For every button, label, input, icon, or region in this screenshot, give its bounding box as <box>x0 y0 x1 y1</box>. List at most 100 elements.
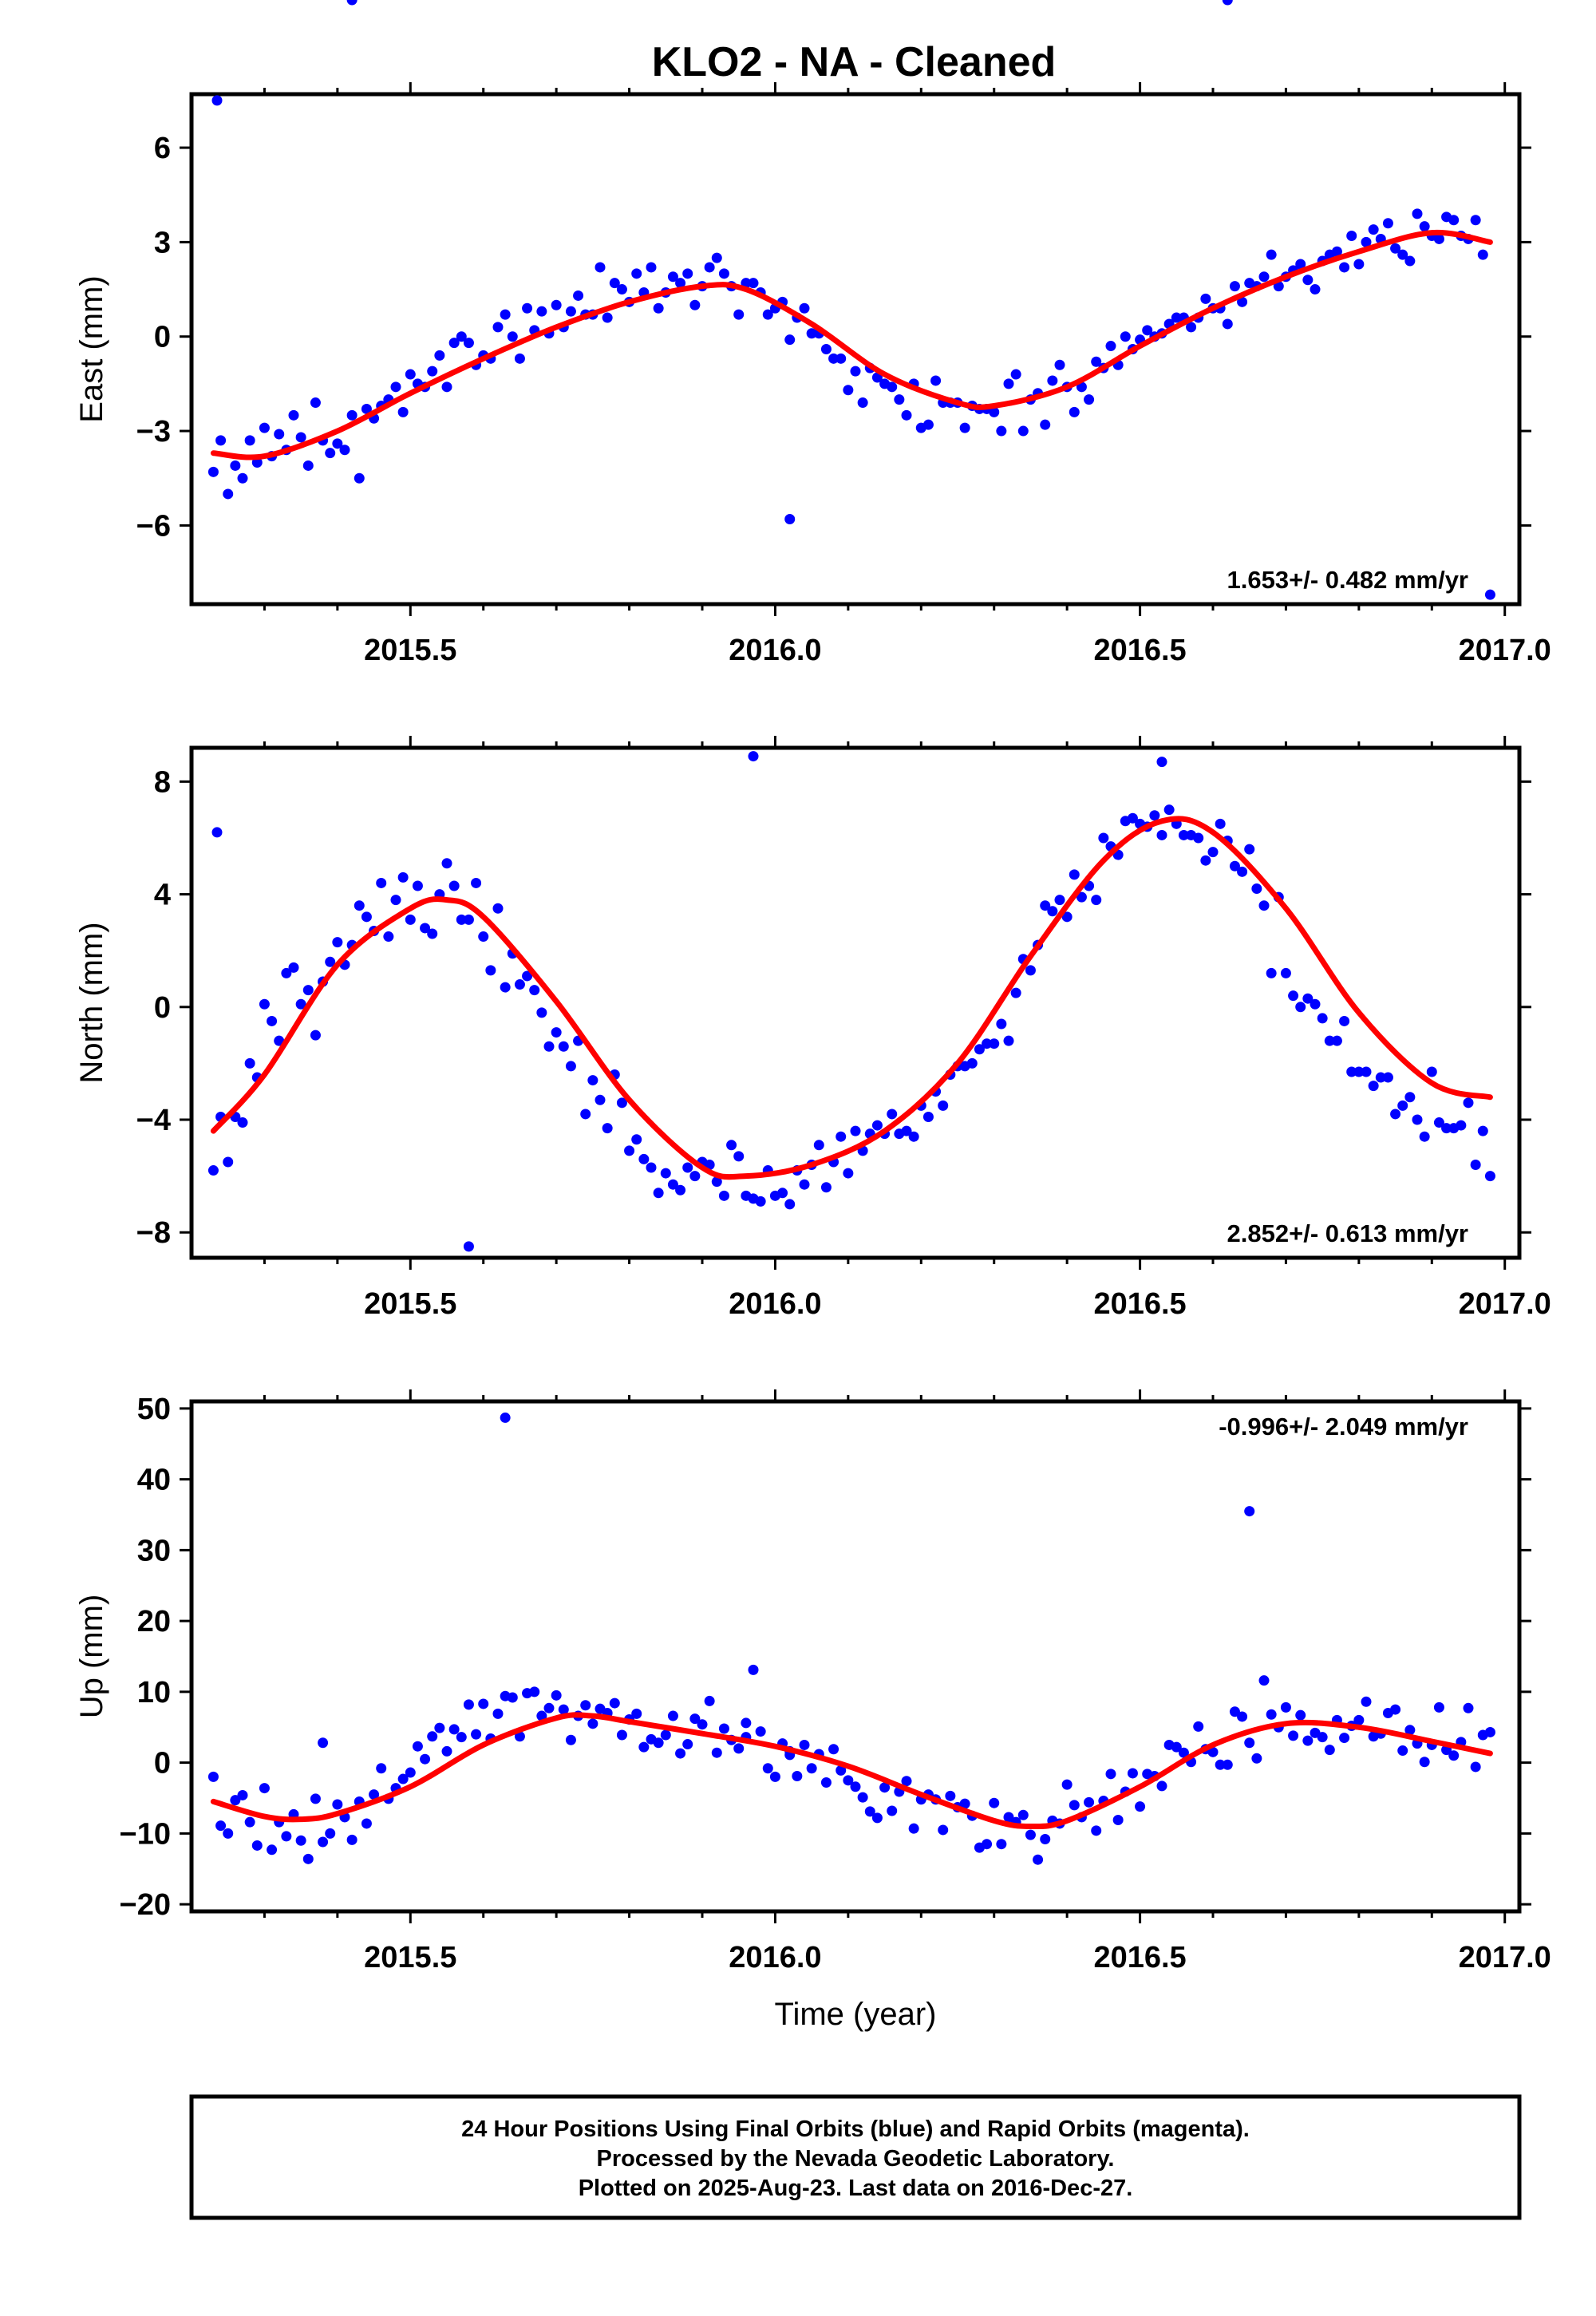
east-data-point <box>689 299 701 310</box>
east-data-point <box>427 366 438 377</box>
up-data-point <box>1419 1757 1430 1768</box>
north-data-point <box>755 1196 766 1207</box>
east-data-point <box>930 375 942 386</box>
east-data-point <box>1470 215 1481 226</box>
north-data-point <box>1375 1072 1386 1083</box>
east-data-point <box>310 397 321 409</box>
east-data-point <box>843 385 854 396</box>
north-data-point <box>1397 1100 1408 1111</box>
up-y-tick-label: 40 <box>137 1464 171 1497</box>
up-data-point <box>1156 1780 1167 1792</box>
east-data-point <box>325 448 336 459</box>
east-data-point <box>346 409 358 421</box>
north-data-point <box>1463 1097 1474 1109</box>
up-data-point <box>616 1729 627 1741</box>
north-data-point <box>1426 1066 1437 1077</box>
up-data-point <box>1171 1741 1182 1753</box>
east-data-point <box>361 403 372 414</box>
up-data-point <box>405 1767 416 1778</box>
north-data-point <box>1244 844 1255 855</box>
north-data-point <box>602 1123 613 1134</box>
up-data-point <box>1448 1750 1460 1761</box>
east-data-point <box>799 302 810 314</box>
east-data-point <box>573 290 584 301</box>
up-data-point <box>828 1744 839 1755</box>
north-data-point <box>989 1038 1000 1049</box>
east-data-point <box>1390 243 1401 254</box>
east-data-point <box>1331 246 1342 257</box>
east-data-point <box>1040 419 1051 430</box>
north-plot-frame <box>189 745 1522 1260</box>
up-data-point <box>1229 1706 1240 1717</box>
east-data-point <box>1346 231 1357 241</box>
up-data-point <box>638 1741 650 1753</box>
east-panel: 2015.5 2016.0 2016.5 2017.0 −6 −3 0 3 6 East (mm)… <box>74 0 1551 667</box>
north-data-point <box>1237 866 1248 877</box>
north-data-point <box>850 1125 861 1136</box>
east-data-point <box>850 366 861 377</box>
east-data-point <box>215 435 227 446</box>
east-data-point <box>441 381 452 393</box>
north-data-point <box>1331 1035 1342 1046</box>
up-fit-curve <box>210 1712 1493 1830</box>
up-data-point <box>1207 1746 1219 1757</box>
up-data-point <box>1288 1730 1299 1741</box>
north-data-point <box>1346 1066 1357 1077</box>
north-data-point <box>1193 832 1204 844</box>
up-data-point <box>982 1839 993 1850</box>
north-data-point <box>675 1184 686 1196</box>
north-data-point <box>726 1140 737 1151</box>
east-data-point <box>1222 318 1233 330</box>
east-data-point <box>996 425 1007 437</box>
north-data-point <box>1419 1131 1430 1142</box>
east-x-tick-label: 2016.5 <box>1093 634 1186 667</box>
east-data-point <box>1003 378 1014 389</box>
east-data-point <box>959 422 970 433</box>
up-data-point <box>660 1729 671 1741</box>
north-data-point <box>427 928 438 939</box>
up-data-point <box>397 1773 409 1784</box>
up-data-point <box>938 1824 949 1836</box>
up-y-tick-label: 0 <box>154 1747 171 1780</box>
up-plot-frame <box>189 1399 1522 1914</box>
east-y-tick-label: 6 <box>154 132 171 165</box>
up-y-tick-label: 50 <box>137 1393 171 1426</box>
up-data-point <box>376 1763 387 1774</box>
north-data-point <box>1010 987 1021 998</box>
north-y-tick-label: 8 <box>154 765 171 799</box>
up-data-point <box>631 1708 642 1719</box>
east-data-point <box>207 466 219 477</box>
north-data-point <box>456 914 467 925</box>
north-data-point <box>1295 1002 1306 1013</box>
up-data-point <box>543 1702 555 1713</box>
north-data-point <box>718 1190 729 1201</box>
north-data-point <box>1484 1171 1495 1182</box>
north-data-point <box>529 985 540 996</box>
north-y-tick-label: −8 <box>136 1216 171 1250</box>
north-data-point <box>448 880 460 891</box>
east-data-point <box>514 353 525 364</box>
up-data-point <box>1463 1702 1474 1713</box>
east-data-point <box>230 460 241 471</box>
north-data-point <box>485 965 496 976</box>
up-data-point <box>1317 1732 1328 1743</box>
east-data-point <box>1361 236 1372 247</box>
north-data-point <box>996 1018 1007 1030</box>
up-x-tick-label: 2016.0 <box>729 1941 821 1974</box>
north-data-point <box>843 1168 854 1179</box>
north-data-point <box>207 1165 219 1176</box>
east-data-point <box>922 419 934 430</box>
north-data-point <box>1156 829 1167 840</box>
east-data-point <box>332 438 343 449</box>
north-data-point <box>1047 906 1058 917</box>
north-data-point <box>1200 855 1211 866</box>
up-data-point <box>1280 1701 1291 1713</box>
east-data-point <box>274 429 285 440</box>
up-data-point <box>302 1853 314 1864</box>
up-y-tick-label: 10 <box>137 1676 171 1709</box>
north-data-point <box>1456 1120 1467 1131</box>
north-data-point <box>1127 812 1138 824</box>
east-data-point <box>806 328 817 339</box>
up-x-tick-label: 2015.5 <box>364 1941 456 1974</box>
north-data-point <box>1470 1159 1481 1170</box>
